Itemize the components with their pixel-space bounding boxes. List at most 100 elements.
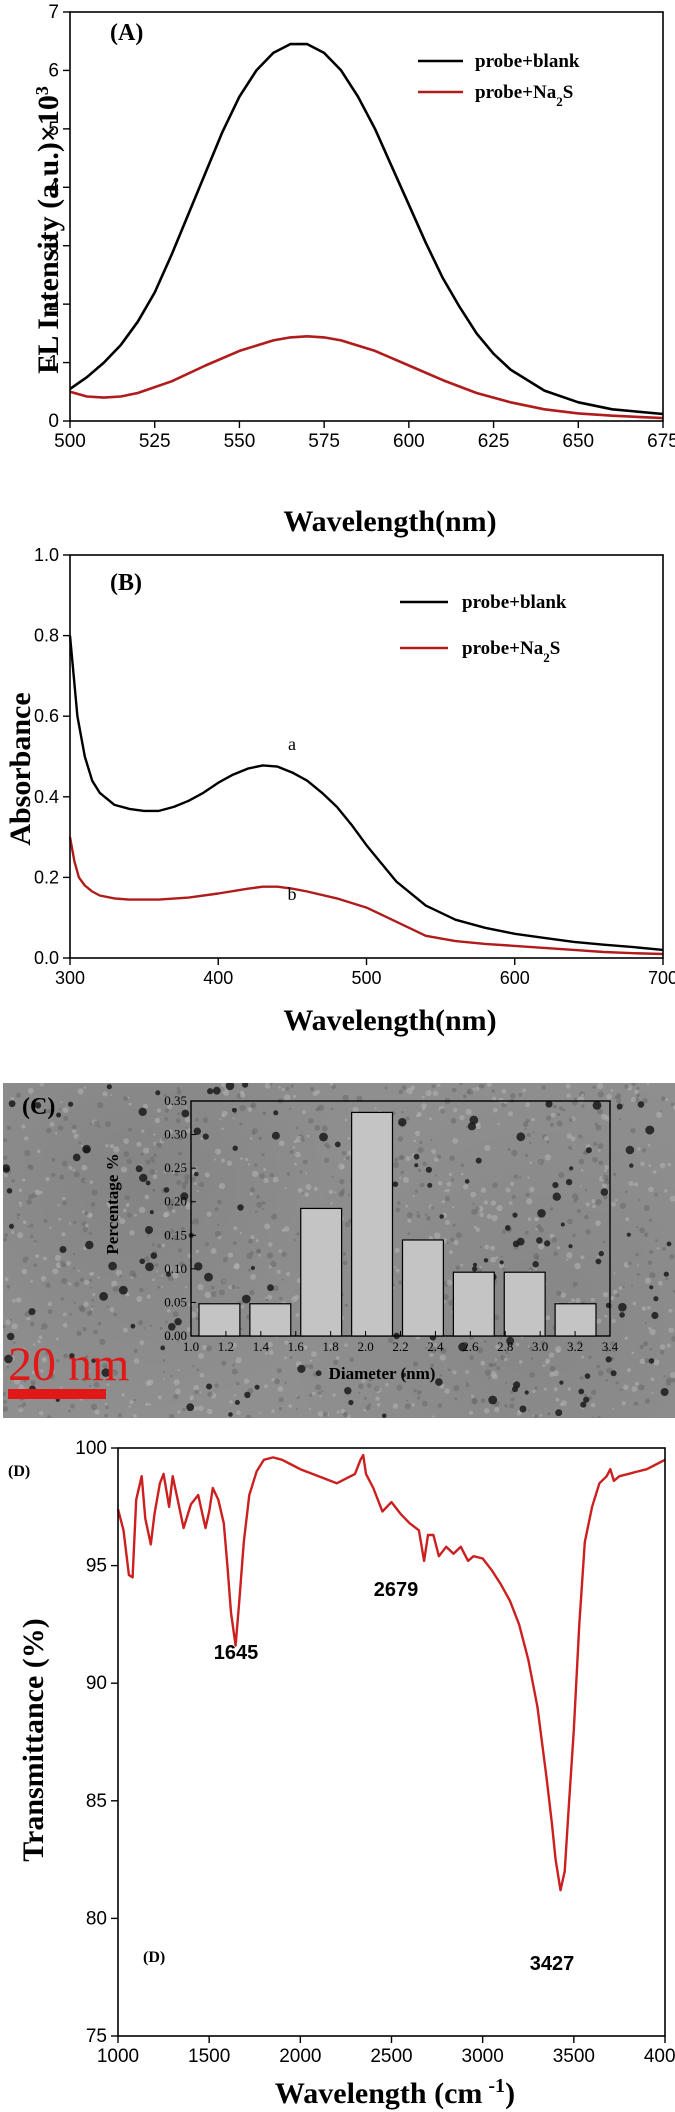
tem-speckle (252, 1128, 258, 1134)
tem-speckle (539, 1227, 544, 1233)
tem-speckle (167, 1103, 173, 1109)
tem-speckle (412, 1361, 419, 1367)
tem-speckle (549, 1371, 555, 1377)
tem-speckle (41, 1323, 48, 1330)
tem-speckle (401, 1085, 407, 1090)
scale-bar (8, 1389, 106, 1399)
chart-c: (C) 0.00 0.05 0.10 0.15 0.20 0.25 0.30 0.35 1.0 1… (8, 1093, 619, 1399)
tem-speckle (642, 1341, 649, 1347)
tem-speckle (611, 1319, 616, 1324)
tem-speckle (176, 1180, 182, 1185)
tem-speckle (221, 1083, 226, 1087)
chart-c-y-tick-label: 0.35 (164, 1093, 187, 1108)
tem-speckle (399, 1177, 402, 1180)
tem-speckle (35, 1254, 40, 1259)
tem-nanoparticle (106, 1084, 112, 1090)
tem-speckle (565, 1083, 571, 1089)
tem-speckle (51, 1157, 56, 1162)
tem-speckle (194, 1389, 199, 1395)
tem-speckle (43, 1218, 48, 1223)
tem-speckle (621, 1401, 626, 1406)
tem-speckle (144, 1194, 150, 1200)
tem-nanoparticle (618, 1302, 627, 1312)
tem-speckle (4, 1173, 8, 1178)
tem-nanoparticle (648, 1358, 655, 1364)
tem-speckle (616, 1093, 622, 1099)
tem-speckle (553, 1251, 559, 1257)
tem-speckle (161, 1243, 166, 1248)
tem-nanoparticle (524, 1390, 529, 1395)
tem-nanoparticle (483, 1258, 489, 1263)
tem-speckle (404, 1403, 411, 1410)
chart-a-series-1-line (69, 42, 664, 416)
tem-speckle (659, 1344, 666, 1350)
tem-nanoparticle (241, 1294, 251, 1304)
tem-nanoparticle (155, 1090, 161, 1096)
chart-b-legend-label-2: probe+Na2S (462, 638, 560, 665)
tem-speckle (463, 1184, 469, 1190)
tem-speckle (19, 1383, 22, 1386)
tem-speckle (152, 1188, 156, 1192)
tem-speckle (164, 1117, 169, 1121)
chart-a-x-tick-label: 525 (139, 431, 171, 452)
tem-speckle (85, 1223, 89, 1228)
tem-speckle (31, 1370, 36, 1375)
tem-speckle (88, 1384, 91, 1388)
tem-speckle (584, 1214, 589, 1220)
tem-speckle (634, 1381, 639, 1386)
chart-b-y-axis-label: Absorbance (4, 692, 37, 845)
tem-speckle (84, 1211, 89, 1216)
tem-nanoparticle (250, 1265, 255, 1271)
tem-speckle (202, 1117, 209, 1123)
tem-speckle (430, 1205, 435, 1210)
peak-label-2679: 2679 (374, 1579, 419, 1601)
tem-speckle (196, 1190, 199, 1193)
tem-speckle (499, 1355, 505, 1361)
tem-nanoparticle (458, 1342, 468, 1352)
tem-speckle (344, 1221, 351, 1228)
tem-speckle (649, 1329, 656, 1336)
tem-speckle (315, 1089, 321, 1095)
tem-speckle (92, 1292, 96, 1296)
tem-speckle (5, 1363, 8, 1366)
tem-speckle (630, 1127, 636, 1134)
tem-speckle (670, 1371, 675, 1379)
tem-speckle (428, 1236, 433, 1241)
tem-speckle (89, 1180, 94, 1184)
tem-speckle (635, 1252, 639, 1257)
tem-speckle (562, 1108, 566, 1112)
tem-nanoparticle (194, 1262, 203, 1271)
chart-c-bar (198, 1303, 241, 1337)
tem-nanoparticle (319, 1132, 328, 1142)
tem-speckle (604, 1169, 607, 1172)
tem-speckle (595, 1220, 601, 1227)
tem-speckle (276, 1368, 282, 1374)
chart-c-x-tick-label: 3.4 (602, 1339, 619, 1354)
tem-nanoparticle (9, 1223, 14, 1229)
chart-c-x-tick-label: 1.6 (288, 1339, 305, 1354)
tem-speckle (610, 1340, 616, 1347)
tem-speckle (231, 1342, 237, 1348)
tem-speckle (271, 1409, 275, 1413)
tem-speckle (278, 1140, 285, 1147)
chart-a-plot-frame (69, 11, 664, 422)
tem-speckle (46, 1128, 52, 1134)
tem-speckle (45, 1349, 52, 1356)
tem-speckle (549, 1207, 554, 1211)
tem-speckle (47, 1309, 53, 1314)
tem-speckle (549, 1122, 555, 1127)
tem-speckle (278, 1407, 283, 1411)
tem-speckle (211, 1291, 217, 1297)
chart-d-y-tick-label: 80 (86, 1908, 107, 1929)
tem-speckle (113, 1146, 120, 1153)
tem-speckle (279, 1296, 283, 1301)
tem-speckle (4, 1233, 9, 1238)
tem-speckle (255, 1210, 258, 1214)
tem-speckle (639, 1227, 646, 1234)
tem-speckle (250, 1250, 254, 1255)
tem-speckle (494, 1407, 500, 1413)
tem-speckle (82, 1327, 87, 1332)
tem-speckle (486, 1214, 492, 1219)
tem-speckle (585, 1202, 590, 1207)
tem-speckle (258, 1254, 261, 1257)
